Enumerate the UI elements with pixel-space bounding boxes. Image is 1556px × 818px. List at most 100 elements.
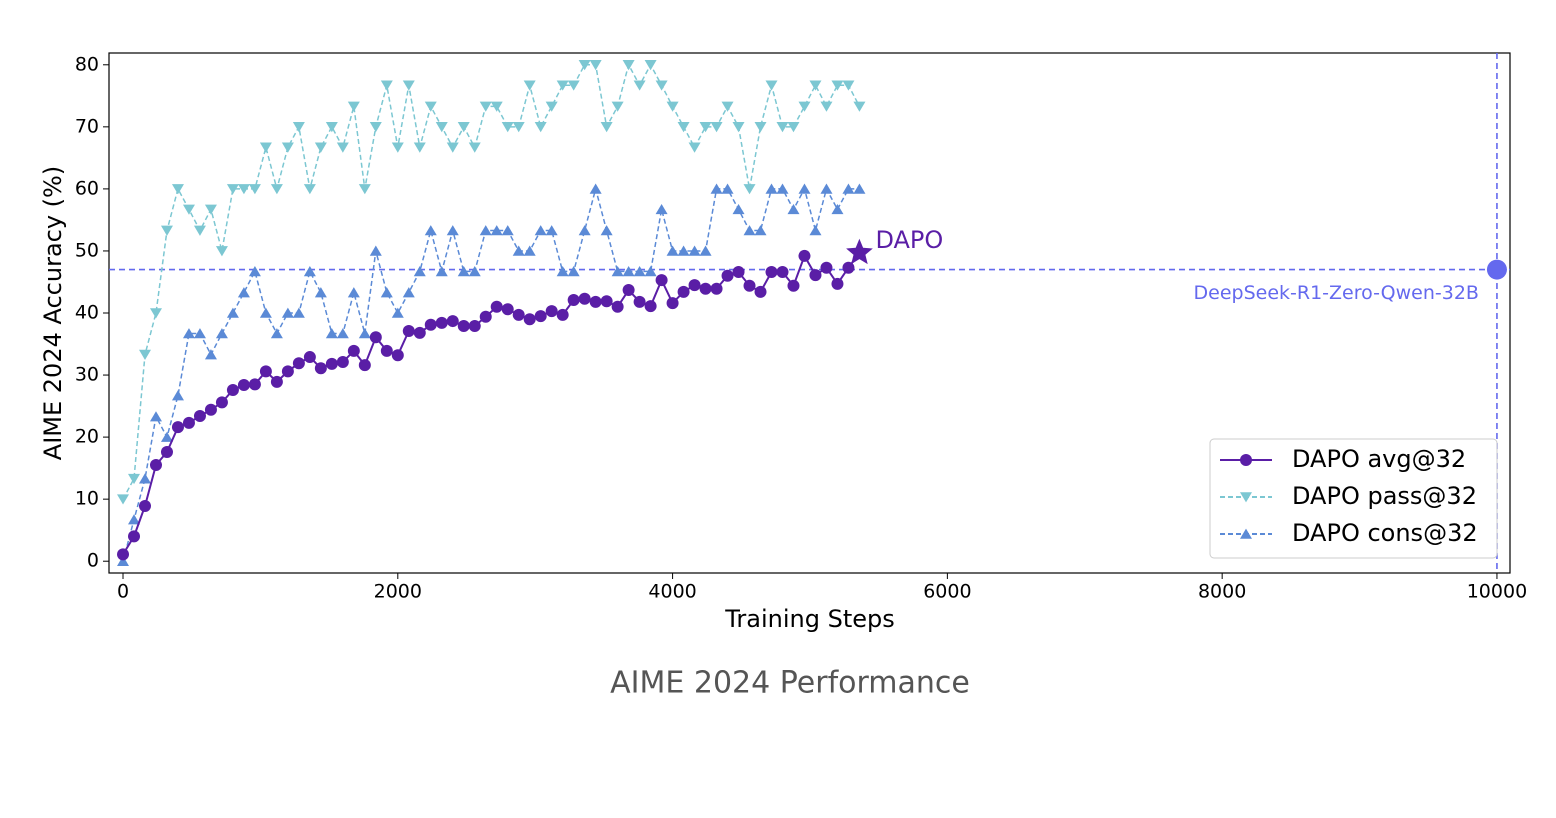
data-point [644,300,657,313]
data-point [391,142,404,153]
x-tick-label: 6000 [923,581,971,603]
data-point [468,142,481,153]
data-point [391,349,404,362]
data-point [512,245,525,256]
data-point [435,266,448,277]
data-point [259,142,272,153]
data-point [677,122,690,133]
data-point [633,295,646,308]
data-point [424,225,437,236]
series-line [122,252,861,555]
data-point [204,204,217,215]
data-point [490,300,503,313]
chart-title: AIME 2024 Performance [610,666,970,701]
data-point [193,225,206,236]
legend-marker [1240,528,1252,539]
data-point [292,122,305,133]
data-point [732,203,745,215]
data-point [248,184,261,195]
data-point [128,514,141,525]
data-point [336,328,349,339]
data-point [479,310,492,323]
data-point [578,225,591,236]
data-point [380,344,393,357]
data-point [128,530,141,543]
x-tick-label: 8000 [1198,581,1246,603]
data-point [281,307,294,318]
data-point [347,287,360,298]
data-point [512,122,525,133]
data-point [754,285,767,298]
data-point [622,284,635,297]
data-point [655,203,668,215]
data-point [666,297,679,310]
data-point [490,101,503,112]
highlight-marker [846,238,873,265]
data-point [567,80,580,91]
data-point [292,357,305,370]
data-point [215,246,228,257]
data-point [776,122,789,133]
data-point [545,225,558,236]
data-point [545,305,558,318]
data-point [369,331,382,344]
x-tick-label: 10000 [1467,581,1527,603]
data-point [160,431,173,442]
data-point [138,473,151,484]
data-point [688,142,701,153]
data-point [479,101,492,112]
data-point [358,328,371,339]
data-point [754,122,767,133]
data-point [479,225,492,236]
data-point [512,308,525,321]
reference-label: DeepSeek-R1-Zero-Qwen-32B [1194,282,1479,304]
data-point [622,59,635,71]
data-point [336,356,349,369]
data-point [743,279,756,292]
data-point [853,183,866,194]
data-point [820,101,833,112]
y-tick-label: 20 [75,426,99,448]
data-point [347,101,360,112]
data-point [292,307,305,318]
data-point [787,122,800,133]
data-point [402,80,415,91]
data-point [314,362,327,375]
data-point [446,225,459,236]
data-point [501,122,514,133]
data-point [325,328,338,339]
data-point [303,184,316,195]
data-point [820,261,833,274]
data-point [182,328,195,339]
data-point [182,416,195,429]
data-point [809,225,822,236]
data-point [117,555,130,567]
data-point [413,266,426,277]
legend-label: DAPO cons@32 [1292,519,1478,547]
data-point [270,328,283,339]
data-point [710,282,723,295]
data-point [633,266,646,277]
data-point [446,142,459,153]
data-point [721,269,734,282]
data-point [699,122,712,133]
x-tick-label: 4000 [648,581,696,603]
data-point [171,421,184,434]
data-point [138,499,151,512]
legend-label: DAPO pass@32 [1292,482,1477,510]
data-point [732,122,745,133]
data-point [259,307,272,318]
data-point [622,266,635,277]
series-line [122,185,860,562]
data-point [193,328,206,339]
data-point [248,266,261,277]
highlight-label: DAPO [875,226,943,254]
data-point [160,225,173,236]
data-point [138,349,151,360]
data-point [556,80,569,91]
data-point [743,225,756,236]
data-point [325,357,338,370]
data-point [534,225,547,236]
data-point [523,313,536,326]
data-point [215,396,228,409]
